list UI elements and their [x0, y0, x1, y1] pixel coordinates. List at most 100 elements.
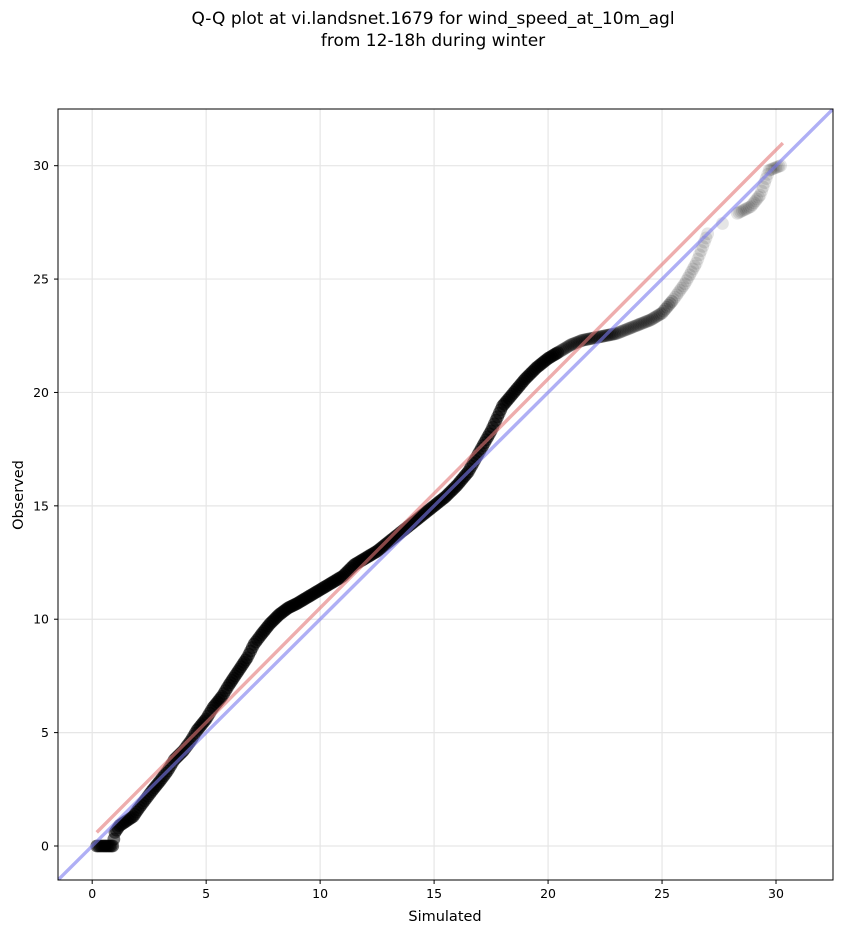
qq-point	[562, 339, 576, 353]
qq-point	[752, 190, 765, 204]
qq-point	[746, 198, 759, 212]
x-axis-label: Simulated	[408, 909, 481, 925]
qq-point	[624, 321, 638, 335]
qq-point	[772, 159, 786, 173]
qq-point	[631, 318, 645, 332]
qq-point	[593, 330, 607, 344]
qq-point	[689, 256, 703, 270]
qq-point	[551, 346, 565, 360]
qq-point	[735, 204, 749, 218]
qq-point	[644, 313, 658, 327]
qq-point	[601, 328, 615, 342]
qq-point	[637, 316, 651, 329]
x-tick-label: 20	[540, 886, 556, 901]
qq-point	[684, 265, 698, 279]
qq-point	[616, 324, 630, 338]
qq-point	[655, 306, 669, 320]
qq-point	[665, 295, 679, 308]
qq-point	[566, 337, 579, 351]
y-tick-label: 20	[33, 385, 49, 400]
axis-ticks: 0 5 10 15 20 25 30 0 5 10 15 20 25 30	[33, 158, 784, 901]
qq-point	[613, 325, 627, 339]
grid-lines	[58, 109, 833, 880]
qq-point	[671, 286, 685, 300]
x-tick-label: 15	[426, 886, 442, 901]
qq-point	[610, 327, 623, 340]
qq-point	[614, 325, 628, 338]
y-tick-label: 30	[33, 158, 49, 173]
qq-point	[585, 331, 599, 345]
y-tick-label: 5	[41, 725, 49, 740]
qq-point	[619, 323, 633, 337]
qq-point	[626, 320, 640, 334]
qq-point	[654, 307, 667, 321]
qq-point	[693, 248, 706, 262]
y-tick-label: 25	[33, 272, 49, 287]
qq-point	[739, 202, 753, 216]
qq-point	[553, 345, 566, 359]
qq-point	[639, 315, 653, 329]
plot-frame	[57, 108, 834, 881]
qq-point	[670, 288, 684, 302]
x-tick-label: 25	[654, 886, 670, 901]
qq-point	[730, 206, 744, 220]
x-tick-label: 5	[202, 886, 210, 901]
qq-point	[618, 323, 631, 337]
qq-point	[632, 318, 646, 331]
qq-point	[603, 328, 617, 342]
qq-point	[595, 330, 609, 343]
x-tick-label: 30	[768, 886, 784, 901]
qq-point	[652, 308, 666, 322]
qq-point	[650, 309, 664, 323]
qq-point	[627, 319, 641, 333]
qq-point	[554, 344, 568, 358]
y-axis-label: Observed	[11, 460, 27, 530]
qq-point	[658, 302, 672, 316]
qq-point	[676, 279, 690, 293]
qq-point	[750, 192, 764, 206]
qq-point	[747, 196, 761, 210]
qq-point	[732, 206, 746, 219]
qq-point	[559, 341, 573, 355]
qq-point	[623, 321, 636, 335]
qq-point	[770, 160, 784, 174]
qq-point	[663, 296, 677, 310]
fit-line	[95, 141, 785, 834]
qq-point	[556, 343, 570, 357]
qq-point	[744, 200, 758, 213]
qq-point	[680, 274, 693, 288]
qq-point	[564, 338, 578, 352]
qq-point	[699, 231, 713, 245]
qq-point	[759, 172, 773, 185]
qq-point	[647, 311, 661, 325]
qq-point	[649, 310, 662, 324]
qq-point	[755, 184, 768, 198]
qq-point	[660, 300, 674, 314]
qq-point	[567, 337, 581, 350]
qq-point	[667, 293, 680, 306]
qq-point	[742, 200, 756, 214]
qq-point	[678, 277, 692, 291]
qq-point	[694, 244, 708, 257]
qq-point	[741, 201, 754, 215]
qq-point	[737, 203, 751, 217]
qq-point	[640, 314, 654, 328]
y-tick-label: 10	[33, 612, 49, 627]
qq-point	[734, 205, 748, 219]
qq-point	[561, 340, 575, 354]
qq-point	[645, 312, 659, 326]
qq-point	[668, 290, 682, 304]
qq-point	[675, 281, 688, 295]
qq-point	[683, 268, 697, 282]
qq-point	[662, 298, 675, 312]
chart-title: Q-Q plot at vi.landsnet.1679 for wind_sp…	[191, 9, 675, 51]
qq-point	[634, 317, 648, 331]
identity-line	[58, 109, 833, 880]
qq-point	[611, 326, 625, 340]
qq-point	[691, 252, 705, 266]
qq-point	[686, 262, 700, 276]
qq-point	[621, 322, 635, 336]
qq-point	[642, 314, 656, 327]
x-tick-label: 10	[312, 886, 328, 901]
